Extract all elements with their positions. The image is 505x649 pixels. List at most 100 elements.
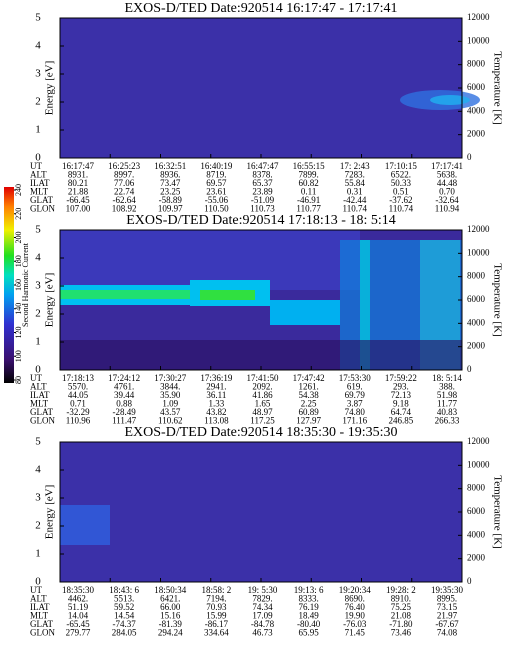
ephemeris-value: 17:36:19 (200, 373, 233, 383)
ephemeris-value: 0.31 (347, 187, 363, 197)
ephemeris-value: 65.37 (252, 178, 273, 188)
ephemeris-value: 75.25 (391, 602, 412, 612)
ephemeris-label: ALT (30, 170, 47, 180)
y2-tick-label: 12000 (467, 12, 490, 22)
ephemeris-value: 18.49 (299, 611, 320, 621)
ephemeris-label: ILAT (30, 178, 50, 188)
y2-tick-label: 12000 (467, 224, 490, 234)
ephemeris-value: 6522. (391, 170, 411, 180)
ephemeris-value: 110.50 (204, 204, 229, 214)
ephemeris-value: 108.92 (112, 204, 137, 214)
ephemeris-value: -58.89 (159, 195, 183, 205)
ephemeris-value: 127.97 (296, 416, 321, 426)
ephemeris-value: 7283. (345, 170, 365, 180)
colorbar-tick-label: 180 (14, 255, 23, 267)
ephemeris-value: 23.89 (252, 187, 273, 197)
ephemeris-value: 7829. (252, 594, 272, 604)
ephemeris-value: 15.99 (206, 611, 227, 621)
ephemeris-value: -51.09 (251, 195, 275, 205)
ephemeris-value: 11.77 (437, 399, 457, 409)
y2-tick-label: 8000 (467, 271, 486, 281)
y-tick-label: 0 (35, 576, 41, 588)
ephemeris-value: 39.44 (114, 390, 135, 400)
ephemeris-value: 16:32:51 (154, 161, 186, 171)
y-tick-label: 1 (35, 548, 41, 560)
ephemeris-value: -32.64 (435, 195, 459, 205)
ephemeris-value: 21.97 (437, 611, 458, 621)
ephemeris-value: 51.19 (68, 602, 89, 612)
ephemeris-value: 5513. (114, 594, 134, 604)
ephemeris-value: 19: 5:30 (248, 585, 278, 595)
ephemeris-value: -71.80 (389, 619, 413, 629)
ephemeris-value: 4462. (68, 594, 88, 604)
spectrogram-image (4, 18, 480, 582)
ephemeris-value: 17:17:41 (431, 161, 463, 171)
y2-tick-label: 4000 (467, 105, 486, 115)
ephemeris-value: 73.47 (160, 178, 181, 188)
ephemeris-value: 619. (347, 382, 363, 392)
ephemeris-value: 16:47:47 (246, 161, 279, 171)
ephemeris-value: 1.33 (209, 399, 225, 409)
ephemeris-value: 71.45 (345, 628, 366, 638)
panel-title: EXOS-D/TED Date:920514 18:35:30 - 19:35:… (125, 425, 398, 440)
y-tick-label: 5 (35, 436, 41, 448)
colorbar (4, 187, 14, 383)
ephemeris-value: 64.74 (391, 407, 412, 417)
ephemeris-value: 69.79 (345, 390, 366, 400)
ephemeris-value: 117.25 (250, 416, 275, 426)
y-tick-label: 5 (35, 12, 41, 24)
ephemeris-value: 60.82 (299, 178, 319, 188)
ephemeris-value: -81.39 (159, 619, 183, 629)
y2-axis-label: Temperature [K] (491, 475, 503, 548)
ephemeris-value: 23.61 (206, 187, 226, 197)
ephemeris-value: 14.04 (68, 611, 89, 621)
ephemeris-value: 3.87 (347, 399, 363, 409)
ephemeris-value: 17:41:50 (246, 373, 279, 383)
y-tick-label: 5 (35, 224, 41, 236)
ephemeris-value: 6421. (160, 594, 180, 604)
colorbar-tick-label: 80 (14, 376, 23, 384)
ephemeris-value: 74.08 (437, 628, 458, 638)
ephemeris-value: 19:28: 2 (386, 585, 416, 595)
ephemeris-value: 3844. (160, 382, 180, 392)
ephemeris-value: 17:59:22 (385, 373, 417, 383)
ephemeris-value: 74.80 (345, 407, 366, 417)
ephemeris-value: 8997. (114, 170, 134, 180)
ephemeris-value: 72.13 (391, 390, 412, 400)
ephemeris-label: GLAT (30, 619, 53, 629)
ephemeris-label: ILAT (30, 602, 50, 612)
ephemeris-value: 76.19 (299, 602, 320, 612)
ephemeris-value: 17: 2:43 (340, 161, 370, 171)
y2-tick-label: 10000 (467, 247, 490, 257)
ephemeris-value: 0.51 (393, 187, 409, 197)
ephemeris-label: GLAT (30, 195, 53, 205)
ephemeris-value: 55.84 (345, 178, 366, 188)
ephemeris-value: 2.25 (301, 399, 317, 409)
ephemeris-value: -80.40 (297, 619, 321, 629)
y-tick-label: 2 (35, 308, 41, 320)
ephemeris-value: 14.54 (114, 611, 135, 621)
ephemeris-value: 65.95 (299, 628, 320, 638)
ephemeris-value: 8719. (206, 170, 226, 180)
ephemeris-value: 46.73 (252, 628, 273, 638)
y2-tick-label: 0 (467, 364, 472, 374)
ephemeris-value: 334.64 (204, 628, 229, 638)
ephemeris-value: 109.97 (158, 204, 183, 214)
y2-axis-label: Temperature [K] (491, 51, 503, 124)
ephemeris-value: 73.46 (391, 628, 412, 638)
ephemeris-value: -66.45 (66, 195, 90, 205)
ephemeris-value: 18:58: 2 (201, 585, 231, 595)
ephemeris-value: 51.98 (437, 390, 458, 400)
ephemeris-value: 44.05 (68, 390, 89, 400)
ephemeris-value: 22.74 (114, 187, 135, 197)
ephemeris-value: 59.52 (114, 602, 134, 612)
y-tick-label: 2 (35, 96, 41, 108)
ephemeris-value: 69.57 (206, 178, 227, 188)
ephemeris-value: 23.25 (160, 187, 181, 197)
colorbar-tick-label: 240 (14, 184, 23, 196)
ephemeris-value: 35.90 (160, 390, 181, 400)
ephemeris-value: 40.83 (437, 407, 458, 417)
ephemeris-value: 19:35:30 (431, 585, 464, 595)
ephemeris-value: 73.15 (437, 602, 458, 612)
